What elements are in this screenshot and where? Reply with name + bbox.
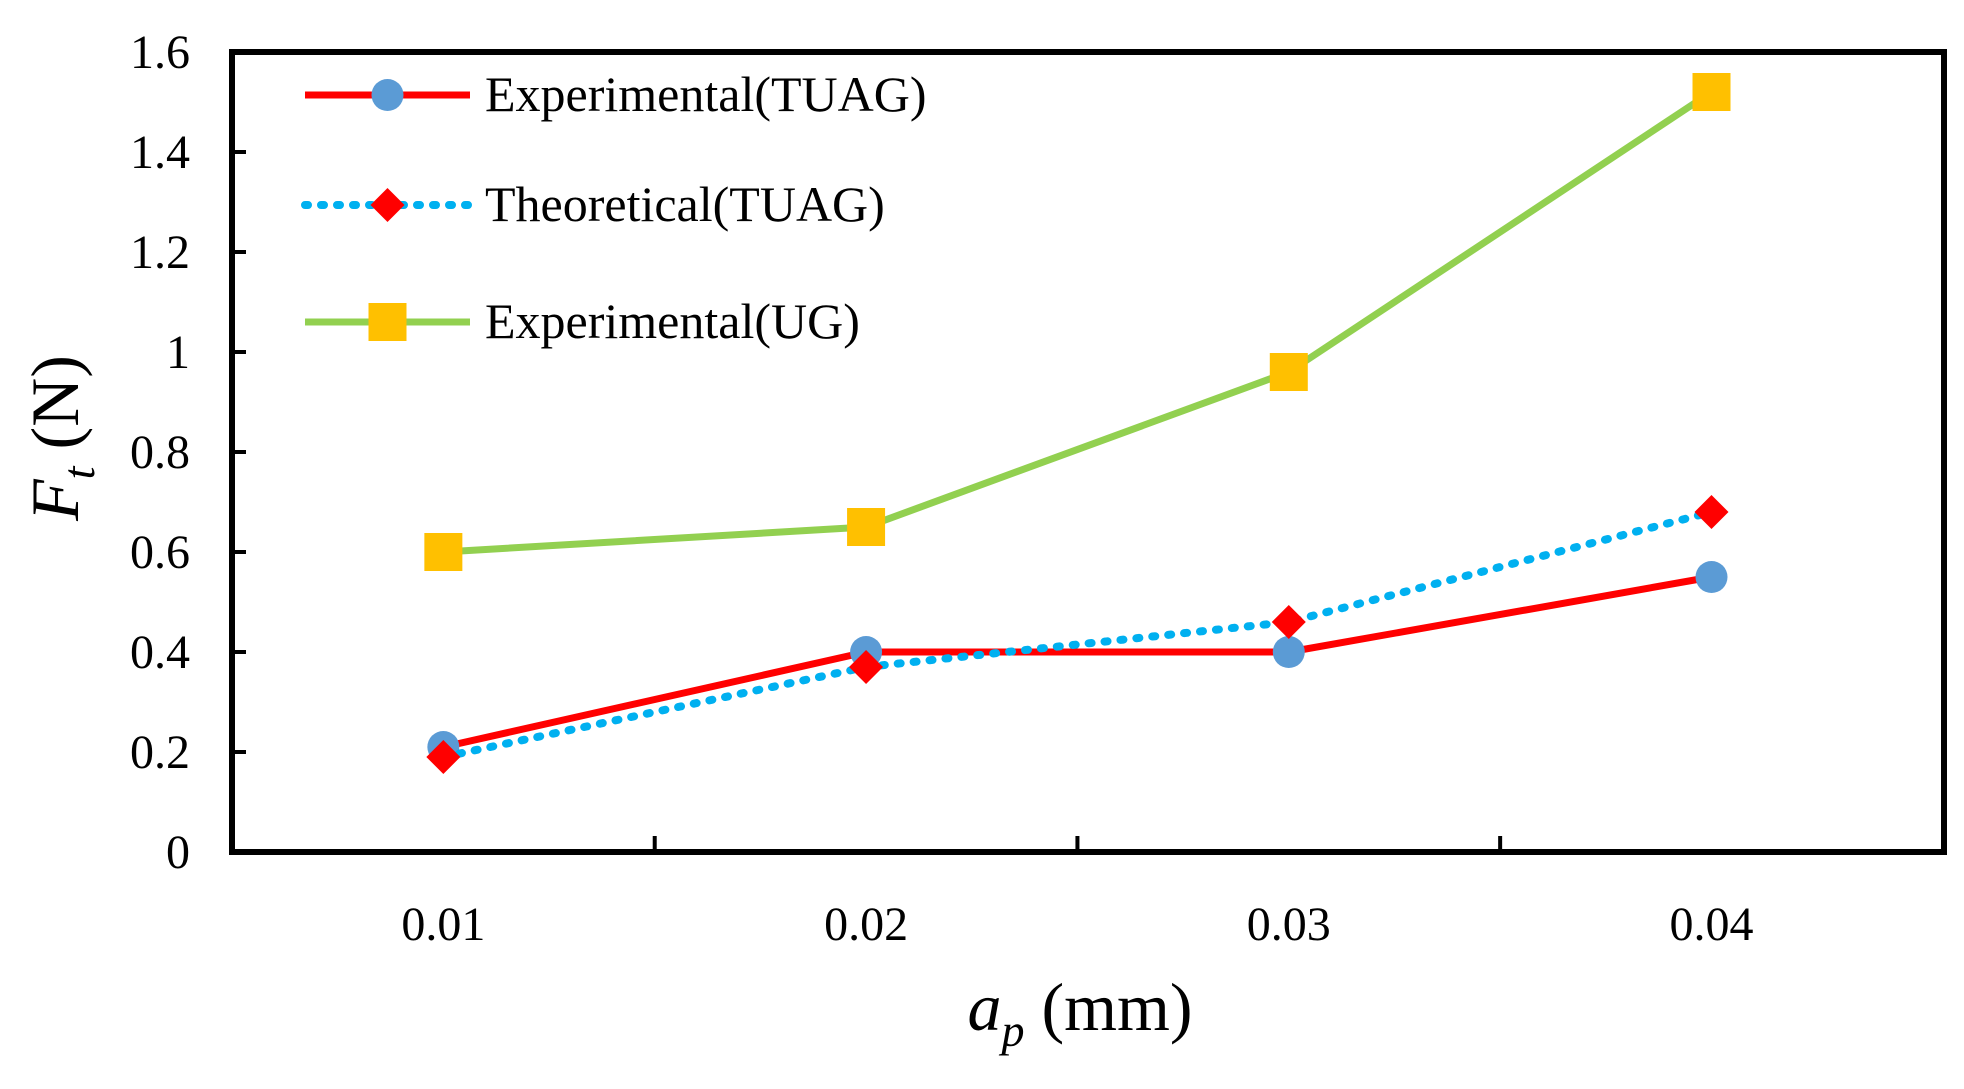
- data-point: [1694, 495, 1729, 529]
- y-tick-label: 0.4: [130, 626, 190, 679]
- series-line: [439, 508, 1716, 761]
- legend-marker: [371, 79, 404, 111]
- data-point: [1695, 561, 1728, 593]
- data-point: [1269, 353, 1308, 391]
- axis-ticks: [232, 50, 1503, 854]
- data-point: [1692, 73, 1731, 111]
- series-2: [426, 495, 1729, 774]
- legend-label: Theoretical(TUAG): [485, 176, 885, 232]
- x-tick-label: 0.02: [824, 898, 908, 951]
- legend-marker: [368, 303, 407, 341]
- tick-labels: 0 0.2 0.4 0.6 0.8 1 1.2 1.4 1.6 0.01 0.02 0.03 0.04: [130, 26, 1754, 951]
- y-tick-label: 0.8: [130, 426, 190, 479]
- data-point: [426, 740, 461, 774]
- legend-item: Experimental(TUAG): [305, 66, 927, 122]
- legend-label: Experimental(TUAG): [485, 66, 927, 122]
- y-tick-label: 1.2: [130, 226, 190, 279]
- y-tick-label: 0: [166, 826, 190, 879]
- series-3: [424, 73, 1731, 571]
- series-line: [442, 573, 1713, 751]
- y-tick-label: 0.6: [130, 526, 190, 579]
- legend-item: Experimental(UG): [305, 293, 860, 349]
- series-1: [427, 561, 1728, 763]
- series-line: [443, 89, 1714, 556]
- x-axis-title: ap (mm): [967, 969, 1192, 1056]
- data-point: [424, 533, 463, 571]
- y-tick-label: 1: [166, 326, 190, 379]
- y-tick-label: 1.4: [130, 126, 190, 179]
- x-tick-label: 0.03: [1247, 898, 1331, 951]
- y-tick-label: 1.6: [130, 26, 190, 79]
- legend-label: Experimental(UG): [485, 293, 860, 349]
- legend-marker: [370, 188, 405, 222]
- y-axis-title: Ft (N): [17, 355, 104, 522]
- data-point: [849, 650, 884, 684]
- x-tick-label: 0.01: [401, 898, 485, 951]
- plot-frame: [229, 49, 1947, 855]
- data-point: [1271, 605, 1306, 639]
- x-tick-label: 0.04: [1670, 898, 1754, 951]
- legend-item: Theoretical(TUAG): [301, 176, 885, 232]
- legend: Experimental(TUAG) Theoretical(TUAG) Exper…: [301, 66, 927, 349]
- plot-area: [424, 73, 1731, 774]
- data-point: [847, 508, 886, 546]
- data-point: [1272, 636, 1305, 668]
- y-tick-label: 0.2: [130, 726, 190, 779]
